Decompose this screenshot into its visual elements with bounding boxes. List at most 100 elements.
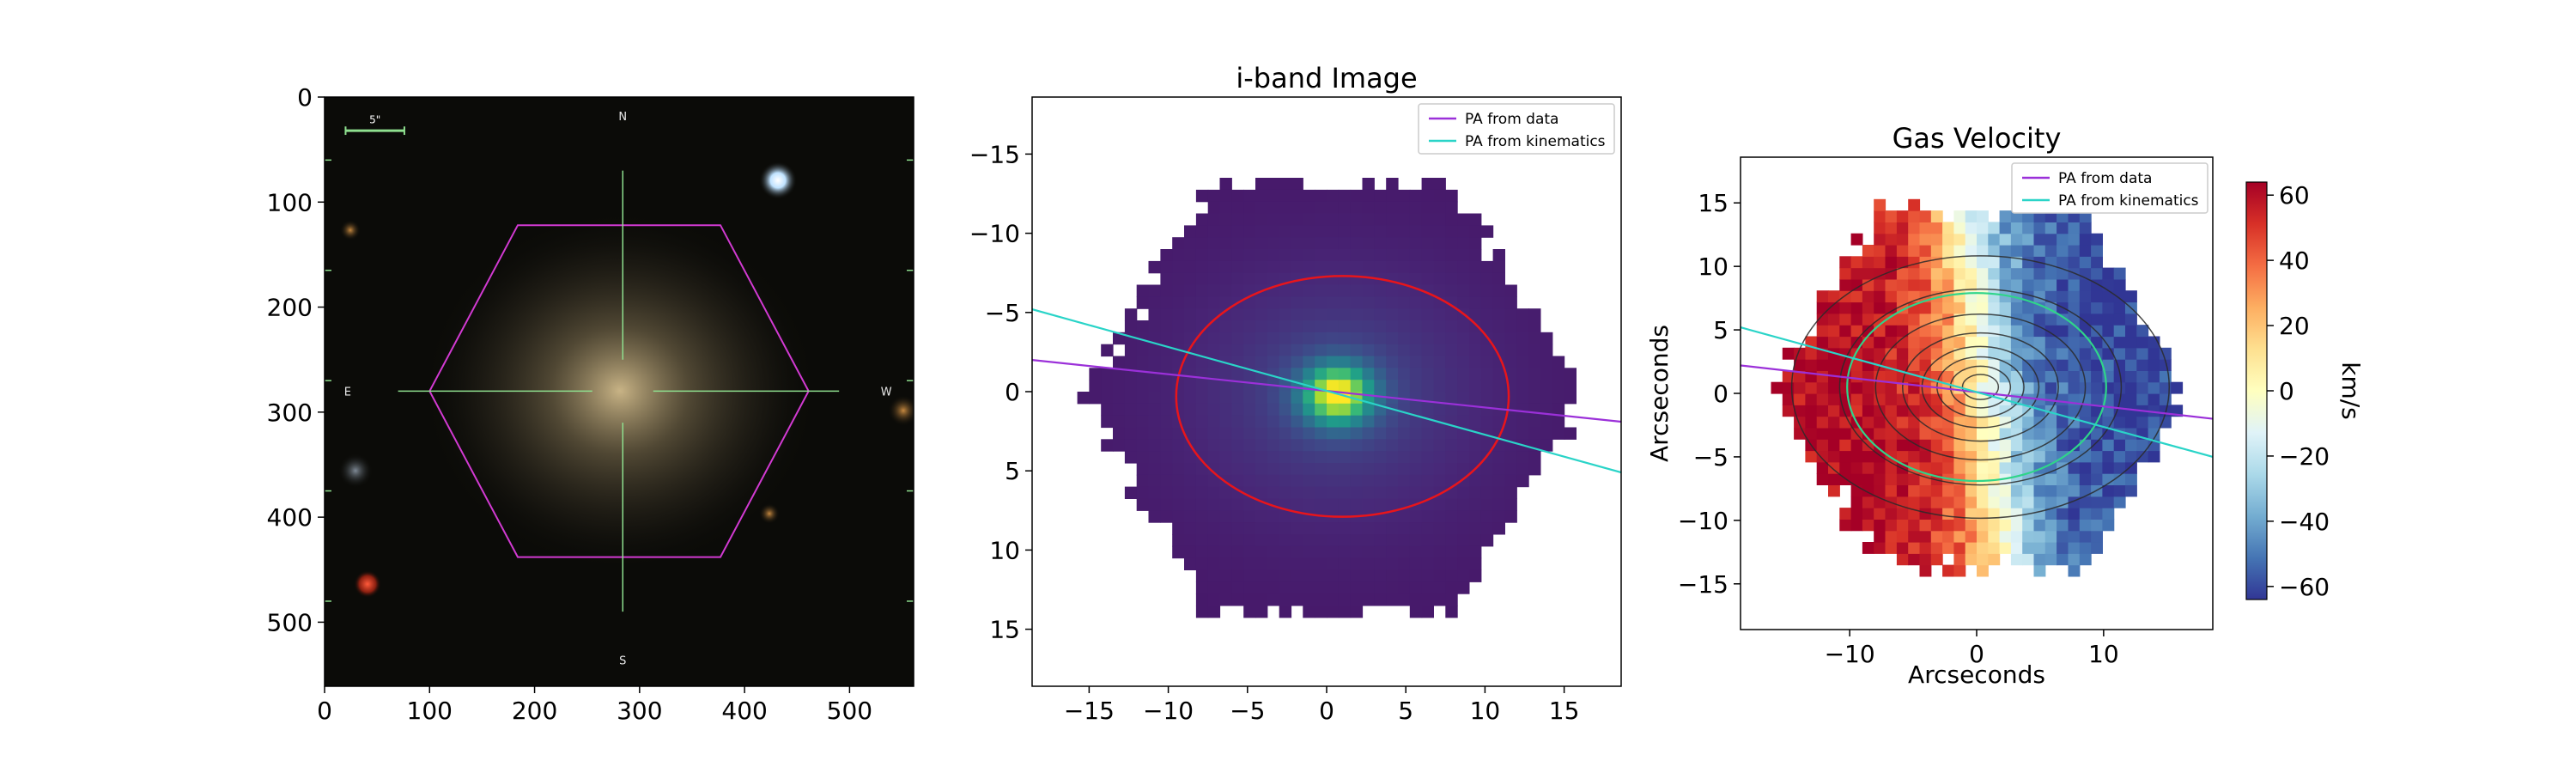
velocity-pixel: [2091, 427, 2103, 440]
iband-pixel: [1386, 284, 1399, 297]
iband-pixel: [1409, 593, 1423, 606]
iband-pixel: [1136, 392, 1150, 405]
iband-pixel: [1492, 415, 1505, 429]
iband-pixel: [1315, 569, 1327, 582]
iband-pixel: [1386, 569, 1399, 582]
velocity-pixel: [1908, 245, 1921, 257]
iband-pixel: [1421, 581, 1434, 594]
iband-pixel: [1160, 356, 1173, 368]
iband-pixel: [1231, 534, 1244, 547]
iband-pixel: [1350, 439, 1364, 452]
iband-pixel: [1267, 474, 1280, 488]
velocity-pixel: [1942, 564, 1954, 577]
iband-pixel: [1386, 593, 1399, 606]
velocity-pixel: [2068, 256, 2081, 269]
iband-pixel: [1338, 415, 1352, 429]
iband-pixel: [1148, 368, 1161, 380]
velocity-pixel: [2113, 461, 2126, 474]
velocity-pixel: [1953, 496, 1966, 508]
iband-pixel: [1207, 249, 1221, 262]
velocity-pixel: [1896, 439, 1909, 452]
iband-pixel: [1184, 380, 1197, 393]
velocity-pixel: [1908, 336, 1921, 349]
velocity-pixel: [1874, 416, 1886, 429]
iband-pixel: [1445, 451, 1458, 464]
iband-pixel: [1291, 451, 1303, 464]
velocity-pixel: [2010, 222, 2023, 234]
velocity-pixel: [1965, 519, 1978, 532]
iband-pixel: [1421, 510, 1434, 523]
velocity-pixel: [1977, 496, 1989, 508]
iband-pixel: [1409, 545, 1423, 559]
iband-pixel: [1207, 284, 1221, 297]
background-source-faint: [340, 220, 361, 240]
colorbar-label: km/s: [2336, 362, 2365, 420]
iband-pixel: [1374, 581, 1387, 594]
iband-pixel: [1516, 368, 1529, 380]
iband-pixel: [1374, 201, 1387, 215]
velocity-pixel: [2102, 427, 2115, 440]
iband-pixel: [1445, 557, 1458, 570]
velocity-pixel: [1874, 301, 1886, 314]
velocity-pixel: [1977, 347, 1989, 360]
iband-pixel: [1231, 392, 1244, 405]
velocity-pixel: [1988, 325, 2001, 338]
iband-pixel: [1338, 249, 1352, 262]
velocity-pixel: [1896, 359, 1909, 371]
iband-pixel: [1540, 439, 1553, 452]
iband-pixel: [1386, 344, 1399, 357]
iband-pixel: [1267, 320, 1280, 333]
iband-pixel: [1184, 392, 1197, 405]
velocity-pixel: [1942, 439, 1954, 452]
velocity-pixel: [1908, 222, 1921, 234]
velocity-pixel: [2044, 496, 2057, 508]
velocity-pixel: [1965, 508, 1978, 520]
iband-pixel: [1469, 569, 1482, 582]
velocity-pixel: [1988, 359, 2001, 371]
iband-pixel: [1267, 415, 1280, 429]
iband-pixel: [1469, 451, 1482, 464]
velocity-pixel: [2022, 359, 2035, 371]
velocity-pixel: [1839, 325, 1852, 338]
iband-pixel: [1291, 522, 1303, 535]
velocity-pixel: [1850, 278, 1863, 291]
iband-pixel: [1255, 237, 1268, 250]
iband-pixel: [1398, 581, 1411, 594]
velocity-pixel: [1908, 347, 1921, 360]
velocity-pixel: [1953, 405, 1966, 417]
velocity-pixel: [2125, 393, 2137, 405]
iband-pixel: [1362, 308, 1375, 321]
iband-pixel: [1433, 213, 1446, 226]
velocity-pixel: [1930, 210, 1943, 222]
iband-pixel: [1398, 427, 1411, 440]
velocity-pixel: [1850, 301, 1863, 314]
iband-pixel: [1279, 296, 1292, 309]
iband-pixel: [1504, 392, 1517, 405]
velocity-pixel: [1965, 210, 1978, 222]
velocity-pixel: [1862, 267, 1874, 280]
velocity-pixel: [1953, 301, 1966, 314]
iband-pixel: [1255, 308, 1268, 321]
iband-pixel: [1398, 439, 1411, 452]
velocity-pixel: [2079, 301, 2092, 314]
iband-pixel: [1398, 486, 1411, 499]
iband-pixel: [1207, 225, 1221, 238]
iband-pixel: [1195, 272, 1209, 286]
iband-pixel: [1433, 522, 1446, 535]
iband-pixel: [1279, 249, 1292, 262]
iband-pixel: [1409, 510, 1423, 523]
iband-pixel: [1231, 225, 1244, 238]
velocity-pixel: [2113, 473, 2126, 485]
iband-pixel: [1172, 545, 1185, 559]
iband-pixel: [1398, 356, 1411, 368]
velocity-pixel: [1942, 325, 1954, 338]
velocity-pixel: [1977, 530, 1989, 543]
velocity-pixel: [1965, 542, 1978, 554]
iband-pixel: [1267, 189, 1280, 203]
iband-pixel: [1255, 225, 1268, 238]
iband-pixel: [1195, 510, 1209, 523]
iband-pixel: [1160, 498, 1173, 511]
iband-pixel: [1207, 451, 1221, 464]
colorbar: [2245, 181, 2268, 600]
velocity-pixel: [2057, 245, 2069, 257]
